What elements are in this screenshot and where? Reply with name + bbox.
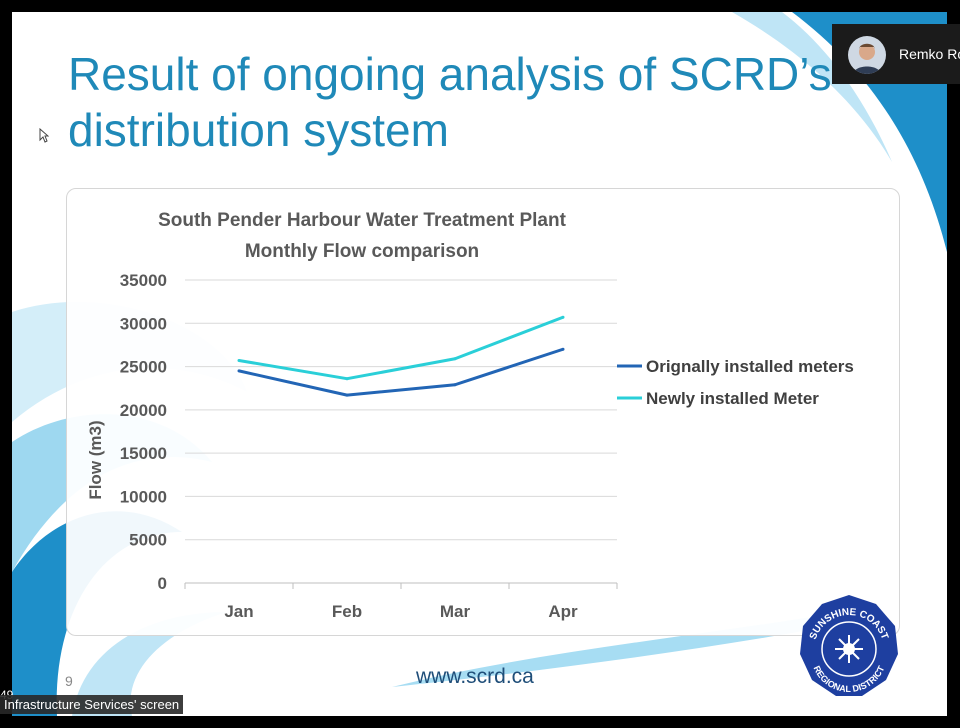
y-tick-label: 0 bbox=[158, 574, 167, 593]
data-point bbox=[453, 383, 457, 387]
legend-entry: Newly installed Meter bbox=[646, 389, 819, 408]
slide-title-line-2: distribution system bbox=[68, 104, 449, 156]
x-tick-label: Mar bbox=[440, 602, 471, 621]
x-axis-ticks: Jan Feb Mar Apr bbox=[184, 583, 618, 621]
y-tick-label: 10000 bbox=[120, 487, 167, 506]
data-point bbox=[561, 347, 565, 351]
y-axis-label: Flow (m3) bbox=[86, 420, 105, 499]
slide-number: 9 bbox=[65, 673, 73, 689]
series-line-1 bbox=[238, 347, 564, 397]
x-tick-label: Jan bbox=[224, 602, 253, 621]
slide-title: Result of ongoing analysis of SCRD’s dis… bbox=[68, 46, 868, 158]
y-tick-label: 35000 bbox=[120, 271, 167, 290]
presenter-video-tile[interactable]: Remko Ro bbox=[832, 24, 960, 84]
chart-title: South Pender Harbour Water Treatment Pla… bbox=[158, 210, 567, 231]
y-tick-label: 5000 bbox=[129, 531, 167, 550]
data-point bbox=[453, 357, 457, 361]
legend-entry: Orignally installed meters bbox=[646, 357, 854, 376]
data-point bbox=[237, 359, 241, 363]
y-axis-ticks: 0 5000 10000 15000 20000 25000 30000 35000 bbox=[120, 271, 167, 593]
y-tick-label: 30000 bbox=[120, 314, 167, 333]
chart-series bbox=[237, 315, 565, 397]
flow-chart: South Pender Harbour Water Treatment Pla… bbox=[86, 210, 854, 621]
x-tick-label: Apr bbox=[548, 602, 578, 621]
slide-title-line-1: Result of ongoing analysis of SCRD’s bbox=[68, 48, 832, 100]
presenter-name: Remko Ro bbox=[899, 46, 960, 62]
chart-legend: Orignally installed meters Newly installe… bbox=[617, 357, 854, 408]
data-point bbox=[237, 369, 241, 373]
scrd-logo: SUNSHINE COAST REGIONAL DISTRICT bbox=[800, 595, 898, 696]
x-tick-label: Feb bbox=[332, 602, 362, 621]
presenter-avatar bbox=[848, 36, 886, 74]
screen-share-label: Infrastructure Services' screen bbox=[0, 695, 184, 714]
y-tick-label: 20000 bbox=[120, 401, 167, 420]
website-link[interactable]: www.scrd.ca bbox=[416, 665, 534, 688]
slide: Result of ongoing analysis of SCRD’s dis… bbox=[12, 12, 947, 716]
series-line-2 bbox=[238, 315, 564, 381]
data-point bbox=[345, 393, 349, 397]
data-point bbox=[345, 377, 349, 381]
y-tick-label: 25000 bbox=[120, 358, 167, 377]
chart-grid bbox=[185, 279, 617, 584]
data-point bbox=[561, 315, 565, 319]
chart-frame: South Pender Harbour Water Treatment Pla… bbox=[66, 188, 900, 636]
y-tick-label: 15000 bbox=[120, 444, 167, 463]
mouse-cursor-icon bbox=[39, 128, 49, 143]
chart-subtitle: Monthly Flow comparison bbox=[245, 241, 479, 262]
